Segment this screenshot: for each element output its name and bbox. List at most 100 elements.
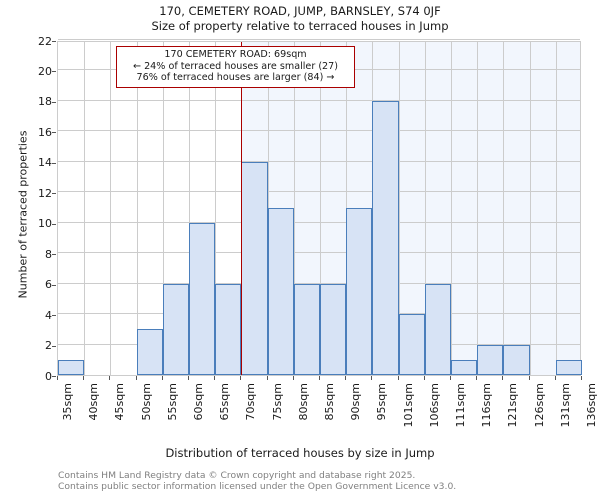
annotation-line-3: 76% of terraced houses are larger (84) →	[136, 72, 335, 84]
y-tick-mark	[52, 193, 56, 195]
x-tick-label: 40sqm	[87, 383, 101, 421]
x-tick-mark	[319, 376, 320, 380]
histogram-bar	[215, 283, 242, 375]
page-title: 170, CEMETERY ROAD, JUMP, BARNSLEY, S74 …	[159, 4, 441, 18]
x-tick-mark	[502, 376, 504, 380]
gridline-vertical	[189, 42, 190, 375]
x-tick-mark	[214, 376, 216, 380]
x-tick-mark	[554, 376, 556, 380]
gridline-vertical	[424, 42, 426, 375]
y-tick-mark	[52, 223, 56, 225]
histogram-bar	[451, 359, 478, 375]
x-tick-label: 131sqm	[558, 383, 572, 428]
histogram-bar	[162, 283, 189, 375]
histogram-bar	[241, 161, 268, 375]
x-tick-label: 116sqm	[480, 383, 494, 428]
histogram-bar	[555, 359, 582, 375]
x-tick-mark	[57, 376, 58, 380]
y-tick-mark	[52, 345, 56, 347]
x-tick-label: 55sqm	[165, 383, 179, 421]
y-tick-mark	[52, 254, 56, 256]
y-tick-mark	[52, 71, 56, 73]
x-tick-label: 121sqm	[506, 383, 520, 428]
x-tick-mark	[188, 376, 189, 380]
y-tick-label: 16	[38, 125, 52, 139]
y-tick-mark	[52, 132, 56, 134]
x-tick-label: 65sqm	[218, 383, 232, 421]
x-tick-mark	[292, 376, 294, 380]
x-tick-label: 80sqm	[296, 383, 310, 421]
gridline-vertical	[503, 42, 505, 375]
x-tick-label: 60sqm	[192, 383, 205, 421]
gridline-vertical	[293, 42, 295, 375]
gridline-horizontal	[58, 130, 580, 132]
x-tick-mark	[581, 376, 582, 380]
gridline-vertical	[529, 42, 531, 375]
plot-area	[57, 39, 582, 376]
gridline-horizontal	[58, 221, 580, 223]
x-tick-mark	[345, 376, 347, 380]
x-tick-label: 106sqm	[427, 383, 441, 428]
y-tick-mark	[52, 101, 56, 103]
gridline-horizontal	[58, 39, 580, 40]
gridline-horizontal	[58, 252, 580, 254]
gridline-vertical	[398, 42, 400, 375]
annotation-line-2: ← 24% of terraced houses are smaller (27…	[132, 60, 339, 72]
x-tick-mark	[109, 376, 111, 380]
footer-line-2: Contains public sector information licen…	[58, 480, 457, 492]
histogram-bar	[320, 283, 347, 375]
gridline-vertical	[215, 42, 217, 375]
y-tick-label: 8	[45, 247, 52, 261]
gridline-horizontal	[58, 191, 580, 193]
y-tick-label: 6	[45, 278, 52, 292]
y-tick-label: 4	[45, 308, 52, 322]
histogram-bar	[136, 329, 163, 375]
x-tick-mark	[83, 376, 85, 380]
y-axis: 0 2 4 6 8 10 12 14 16 18 20 22	[0, 36, 56, 382]
y-tick-mark	[52, 376, 56, 377]
x-tick-label: 90sqm	[349, 383, 363, 421]
property-annotation-callout: 170 CEMETERY ROAD: 69sqm ← 24% of terrac…	[116, 46, 355, 88]
histogram-bar	[346, 207, 373, 375]
gridline-vertical	[84, 42, 86, 375]
y-tick-mark	[52, 162, 56, 164]
x-axis-title: Distribution of terraced houses by size …	[165, 446, 435, 460]
page-subtitle: Size of property relative to terraced ho…	[151, 19, 449, 33]
y-tick-label: 10	[38, 217, 52, 231]
histogram-bar	[58, 359, 85, 375]
x-tick-label: 126sqm	[532, 383, 546, 428]
y-tick-label: 22	[38, 34, 52, 48]
histogram-bar	[267, 207, 294, 375]
x-tick-mark	[135, 376, 137, 380]
title-block: 170, CEMETERY ROAD, JUMP, BARNSLEY, S74 …	[0, 4, 600, 34]
y-axis-title: Number of terraced properties	[16, 130, 30, 299]
histogram-bar	[398, 314, 425, 375]
histogram-bar	[503, 344, 530, 375]
gridline-vertical	[555, 42, 557, 375]
y-tick-label: 0	[45, 369, 52, 383]
x-tick-label: 35sqm	[61, 383, 74, 421]
histogram-bar	[293, 283, 320, 375]
y-tick-mark	[52, 284, 56, 286]
footer-line-1: Contains HM Land Registry data © Crown c…	[58, 470, 416, 481]
y-tick-label: 14	[38, 156, 52, 170]
x-tick-label: 45sqm	[113, 383, 127, 421]
histogram-bar	[424, 283, 451, 375]
x-tick-mark	[371, 376, 373, 380]
x-tick-label: 75sqm	[270, 383, 284, 421]
x-tick-mark	[240, 376, 242, 380]
x-tick-label: 85sqm	[323, 383, 336, 421]
gridline-vertical	[162, 42, 164, 375]
x-tick-mark	[397, 376, 399, 380]
gridline-vertical	[320, 42, 321, 375]
x-tick-mark	[450, 376, 451, 380]
gridline-horizontal	[58, 99, 580, 101]
x-tick-mark	[161, 376, 163, 380]
x-tick-mark	[266, 376, 268, 380]
y-tick-label: 20	[38, 64, 52, 78]
histogram-bar	[189, 222, 216, 375]
x-tick-label: 111sqm	[454, 383, 467, 428]
y-tick-label: 18	[38, 95, 52, 109]
histogram-bar	[477, 344, 504, 375]
property-size-marker-line	[240, 42, 243, 375]
